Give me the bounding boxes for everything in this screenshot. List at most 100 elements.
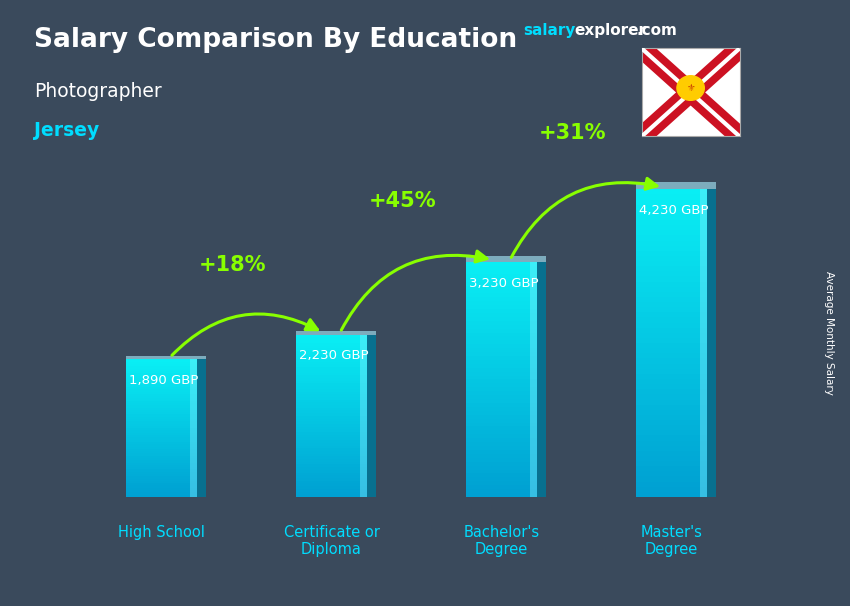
Bar	[636, 420, 707, 425]
Bar	[296, 478, 367, 481]
Bar	[126, 382, 197, 385]
Bar	[126, 465, 197, 467]
Bar	[296, 435, 367, 438]
Bar	[466, 395, 537, 399]
Text: +31%: +31%	[539, 123, 607, 143]
Bar	[466, 282, 537, 285]
Bar	[296, 419, 367, 421]
Bar	[466, 465, 537, 470]
Text: Salary Comparison By Education: Salary Comparison By Education	[34, 27, 517, 53]
Bar	[636, 456, 707, 461]
Bar	[126, 447, 197, 449]
Bar	[466, 493, 537, 497]
Bar	[296, 362, 367, 364]
Bar	[126, 359, 197, 362]
Bar	[636, 374, 707, 379]
Bar	[636, 430, 707, 435]
Bar	[636, 338, 707, 343]
Bar	[636, 297, 707, 302]
Bar	[636, 466, 707, 471]
Bar	[126, 474, 197, 476]
Bar	[466, 399, 537, 403]
Bar	[636, 302, 707, 307]
Bar	[466, 446, 537, 450]
Bar	[636, 343, 707, 348]
Bar	[636, 425, 707, 430]
Bar	[466, 368, 537, 371]
Bar	[296, 481, 367, 484]
Bar	[296, 399, 367, 402]
Bar	[636, 395, 707, 399]
Bar	[296, 402, 367, 405]
Bar	[197, 359, 206, 497]
Bar	[126, 428, 197, 430]
Bar	[126, 366, 197, 368]
Bar	[126, 376, 197, 378]
Bar	[296, 367, 367, 370]
Bar	[126, 415, 197, 417]
Bar	[636, 266, 707, 271]
Bar	[126, 378, 197, 380]
Bar	[126, 408, 197, 410]
Bar	[126, 405, 197, 408]
Bar	[636, 441, 707, 445]
Bar	[636, 359, 707, 364]
Text: 2,230 GBP: 2,230 GBP	[299, 349, 369, 362]
Bar	[296, 354, 367, 356]
Bar	[126, 403, 197, 405]
Bar	[296, 408, 367, 410]
Bar	[296, 467, 367, 470]
Text: 1,890 GBP: 1,890 GBP	[129, 374, 199, 387]
Bar	[296, 370, 367, 373]
Bar	[126, 401, 197, 403]
Bar	[296, 462, 367, 464]
Text: Photographer: Photographer	[34, 82, 162, 101]
Text: +18%: +18%	[199, 255, 267, 275]
Bar	[466, 430, 537, 435]
Bar	[636, 353, 707, 359]
Bar	[636, 461, 707, 466]
Bar	[466, 336, 537, 341]
Bar	[296, 351, 367, 354]
Bar	[296, 494, 367, 497]
Bar	[636, 292, 707, 297]
Bar	[296, 391, 367, 395]
Bar	[636, 182, 716, 189]
Bar	[636, 225, 707, 230]
Bar	[466, 305, 537, 309]
Bar	[636, 471, 707, 476]
Bar	[636, 410, 707, 415]
Bar	[296, 421, 367, 424]
Bar	[190, 359, 197, 497]
Bar	[466, 485, 537, 489]
Bar	[296, 429, 367, 432]
Bar	[636, 364, 707, 368]
Bar	[466, 411, 537, 415]
Bar	[126, 490, 197, 492]
Bar	[296, 445, 367, 448]
Bar	[126, 424, 197, 426]
Bar	[360, 335, 367, 497]
Bar	[466, 371, 537, 376]
Text: Certificate or
Diploma: Certificate or Diploma	[284, 525, 379, 557]
Bar	[636, 368, 707, 374]
Bar	[126, 483, 197, 485]
Bar	[126, 433, 197, 435]
Bar	[636, 230, 707, 236]
Bar	[466, 458, 537, 462]
Bar	[126, 368, 197, 371]
Bar	[636, 241, 707, 245]
Bar	[296, 410, 367, 413]
Bar	[636, 235, 707, 241]
Bar	[126, 439, 197, 442]
Bar	[636, 435, 707, 441]
Bar	[296, 456, 367, 459]
Bar	[126, 479, 197, 481]
Bar	[126, 494, 197, 497]
Bar	[296, 405, 367, 408]
Bar	[636, 389, 707, 395]
Bar	[466, 297, 537, 301]
Bar	[466, 333, 537, 336]
Bar	[466, 454, 537, 458]
Bar	[707, 189, 716, 497]
